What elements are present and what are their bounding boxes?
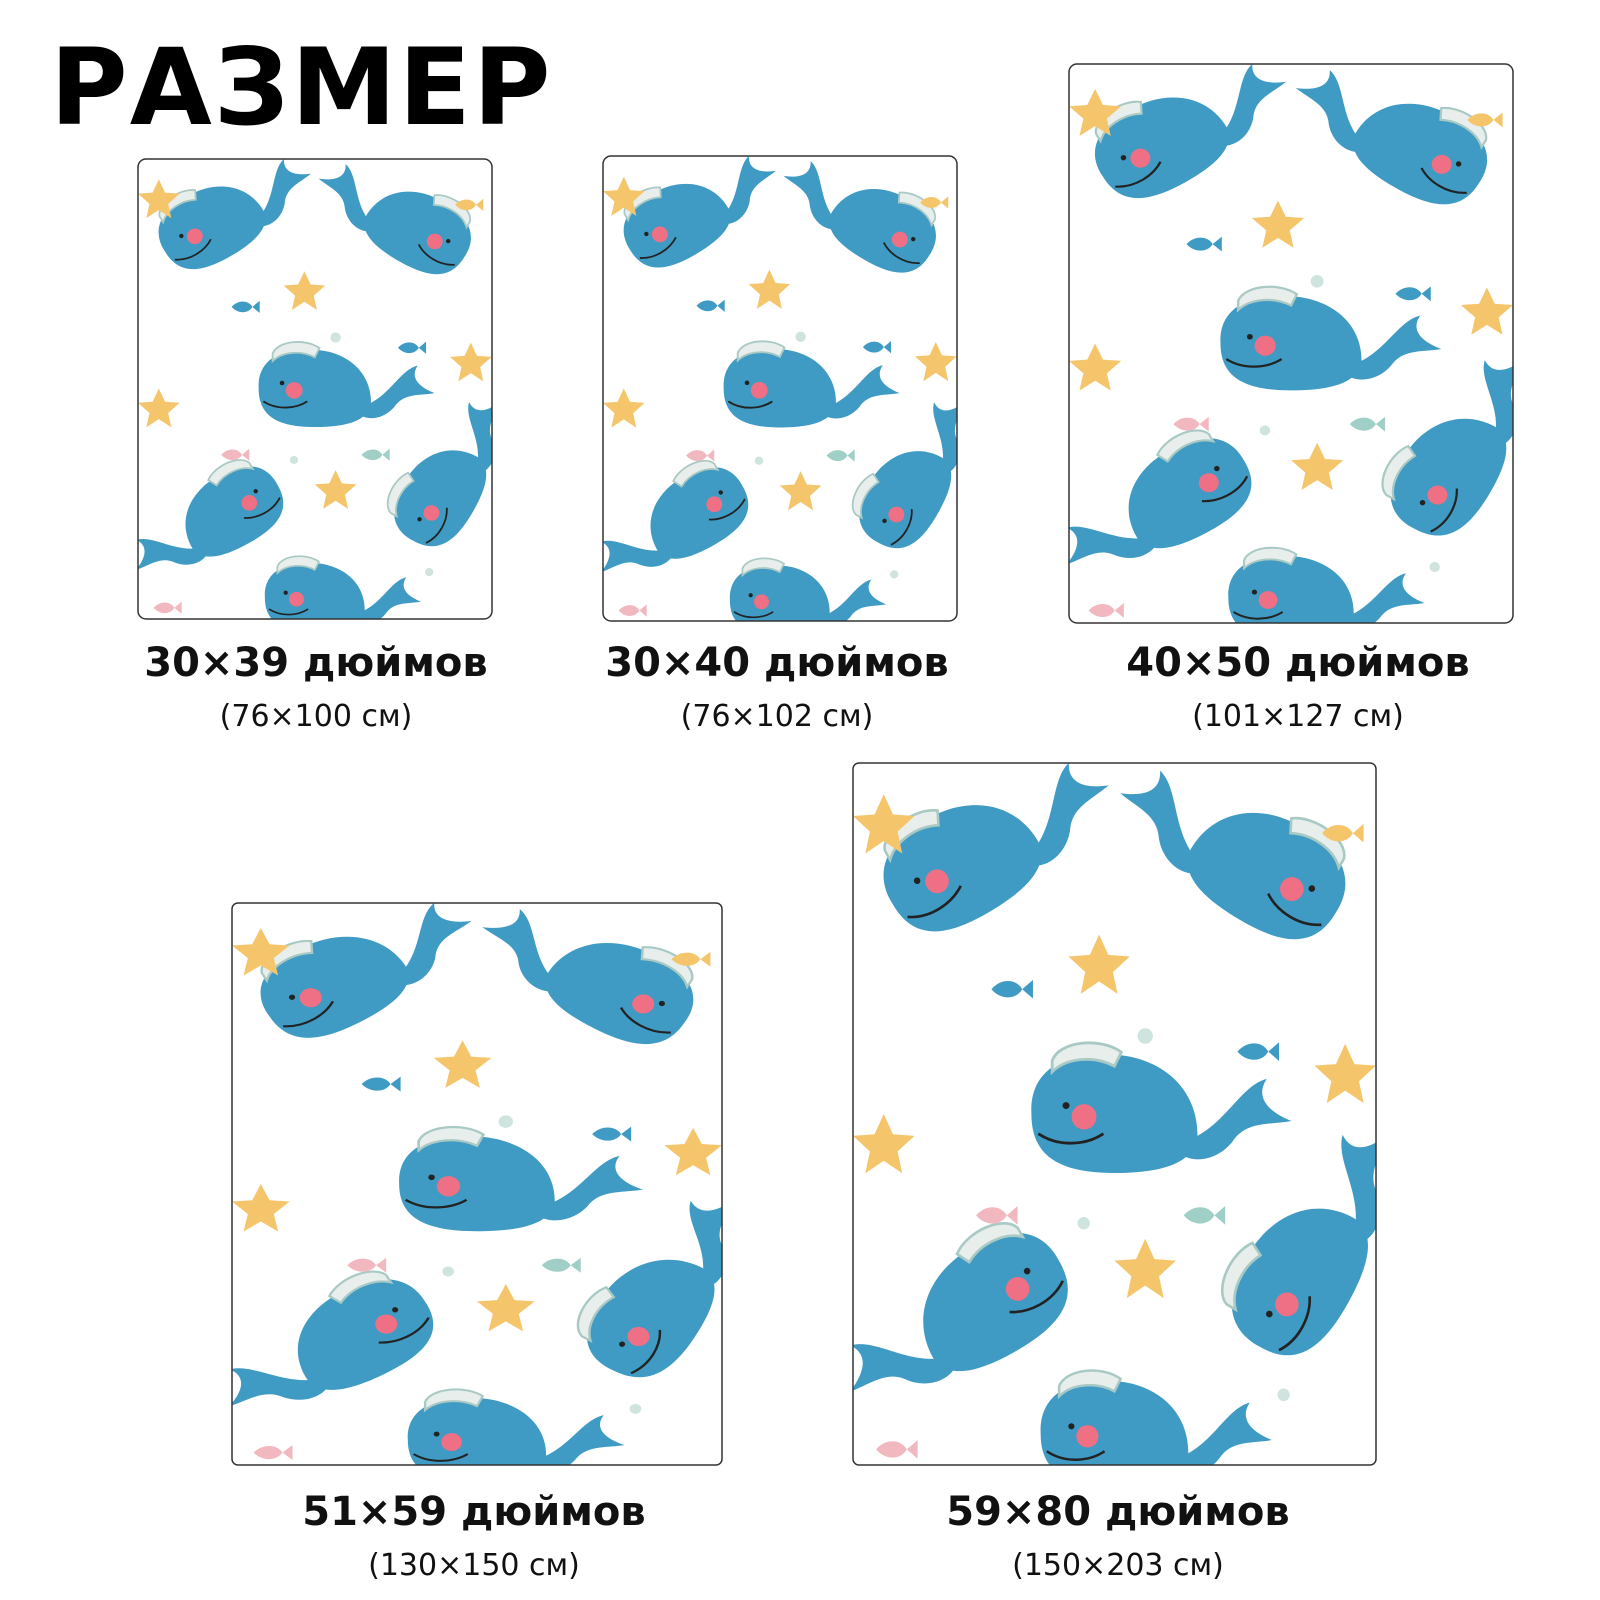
panel-frame: [137, 158, 493, 620]
panel-frame: [602, 155, 958, 622]
product-image: [1035, 31, 1559, 640]
product-image: [576, 128, 993, 634]
size-inches: 51×59 дюймов: [302, 1489, 645, 1535]
size-cm: (76×100 см): [220, 699, 413, 734]
title: РАЗМЕР: [50, 26, 553, 149]
size-inches: 30×39 дюймов: [144, 640, 487, 686]
size-cm: (130×150 см): [368, 1548, 580, 1583]
size-cm: (150×203 см): [1012, 1548, 1224, 1583]
size-cm: (101×127 см): [1192, 699, 1404, 734]
panel-frame: [1068, 63, 1514, 624]
size-cm: (76×102 см): [681, 699, 874, 734]
size-inches: 30×40 дюймов: [605, 640, 948, 686]
panel-frame: [231, 902, 723, 1466]
product-image: [813, 721, 1430, 1486]
size-inches: 40×50 дюймов: [1126, 640, 1469, 686]
panel-frame: [852, 762, 1377, 1466]
product-image: [111, 132, 528, 632]
size-inches: 59×80 дюймов: [946, 1489, 1289, 1535]
product-image: [195, 870, 773, 1482]
